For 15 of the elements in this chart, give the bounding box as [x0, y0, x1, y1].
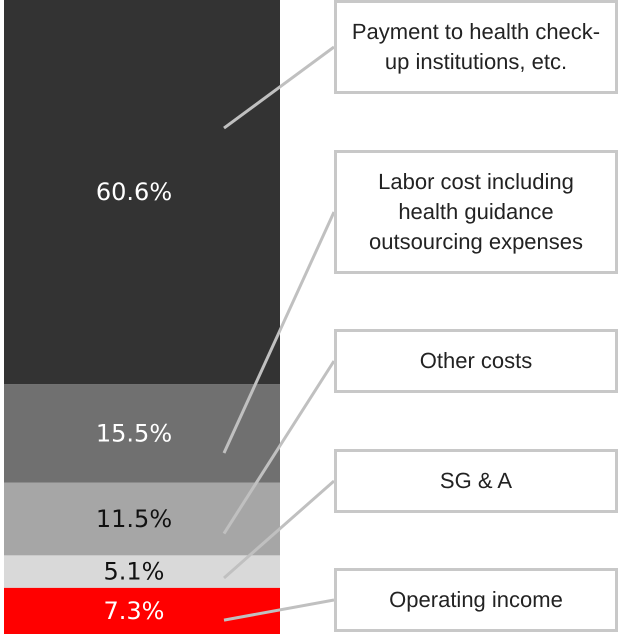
data-label: 5.1%	[104, 558, 164, 586]
bar	[4, 482, 280, 556]
text: Operating income	[334, 568, 618, 632]
text: Payment to health check-up institutions, etc.	[334, 0, 618, 94]
text: Labor cost including health guidance outsourcing expenses	[334, 150, 618, 274]
bar	[4, 384, 280, 482]
bar	[4, 0, 280, 384]
text: Other costs	[334, 329, 618, 393]
text: SG & A	[334, 448, 618, 512]
data-label: 11.5%	[96, 504, 172, 533]
data-label: 15.5%	[96, 419, 172, 448]
data-label: 60.6%	[96, 178, 172, 206]
data-label: 7.3%	[104, 596, 164, 625]
bar	[4, 588, 280, 634]
bar	[4, 555, 280, 588]
